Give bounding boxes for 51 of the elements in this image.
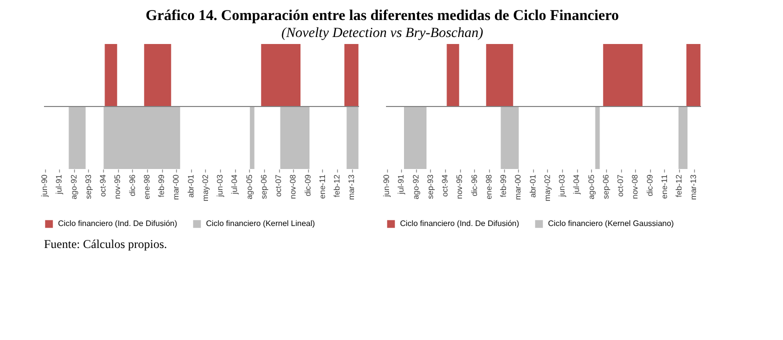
- x-tick-label: ago-05: [586, 174, 596, 200]
- x-tick-label: dic-09: [645, 174, 654, 196]
- x-tick-label: nov-08: [630, 174, 640, 199]
- x-tick-label: dic-09: [303, 174, 312, 196]
- x-tick-label: feb-12: [332, 174, 342, 198]
- x-tick-label: jun-90: [40, 174, 50, 198]
- x-tick-label: may-02: [542, 174, 552, 202]
- x-tick-label: ene-11: [660, 174, 669, 199]
- x-tick-label: sep-93: [84, 174, 93, 199]
- x-tick-label: oct-07: [616, 174, 626, 197]
- source-note: Fuente: Cálculos propios.: [44, 237, 167, 251]
- x-tick-label: jul-91: [396, 174, 406, 196]
- chart-subtitle: (Novelty Detection vs Bry-Boschan): [281, 26, 484, 41]
- x-tick-label: mar-13: [689, 174, 698, 200]
- x-tick-label: nov-95: [455, 174, 464, 199]
- x-tick-label: jul-04: [230, 174, 240, 196]
- x-tick-label: ene-11: [318, 174, 327, 199]
- x-tick-label: ago-05: [244, 174, 254, 200]
- x-tick-label: jun-03: [216, 174, 225, 198]
- x-tick-label: ene-98: [484, 174, 494, 200]
- x-tick-label: abr-01: [186, 174, 196, 198]
- x-tick-label: nov-08: [288, 174, 298, 199]
- x-tick-label: ago-92: [69, 174, 78, 200]
- x-tick-label: feb-12: [674, 174, 684, 198]
- x-tick-label: jul-04: [572, 174, 582, 196]
- x-tick-label: oct-07: [274, 174, 284, 197]
- x-tick-label: sep-06: [601, 174, 610, 199]
- legend-label: Ciclo financiero (Ind. De Difusión): [400, 219, 520, 228]
- x-tick-label: sep-93: [426, 174, 435, 199]
- x-tick-label: oct-94: [440, 174, 450, 197]
- x-tick-label: dic-96: [470, 174, 479, 196]
- legend-label: Ciclo financiero (Kernel Lineal): [206, 219, 316, 228]
- x-tick-label: ene-98: [142, 174, 152, 200]
- x-tick-label: feb-99: [499, 174, 508, 198]
- x-tick-label: ago-92: [411, 174, 420, 200]
- legend-label: Ciclo financiero (Kernel Gaussiano): [548, 219, 674, 228]
- x-tick-label: jun-03: [558, 174, 567, 198]
- x-tick-label: mar-00: [514, 174, 523, 200]
- x-tick-label: mar-00: [172, 174, 181, 200]
- x-tick-label: oct-94: [98, 174, 108, 197]
- x-tick-label: mar-13: [347, 174, 356, 200]
- x-tick-label: jul-91: [54, 174, 64, 196]
- x-tick-label: jun-90: [382, 174, 392, 198]
- x-tick-label: abr-01: [528, 174, 538, 198]
- chart-title: Gráfico 14. Comparación entre las diferentes medidas de Ciclo Financiero: [146, 8, 619, 24]
- x-tick-label: may-02: [200, 174, 210, 202]
- x-tick-label: nov-95: [113, 174, 122, 199]
- x-tick-label: dic-96: [128, 174, 137, 196]
- x-tick-label: feb-99: [157, 174, 166, 198]
- x-tick-label: sep-06: [259, 174, 268, 199]
- legend-label: Ciclo financiero (Ind. De Difusión): [58, 219, 178, 228]
